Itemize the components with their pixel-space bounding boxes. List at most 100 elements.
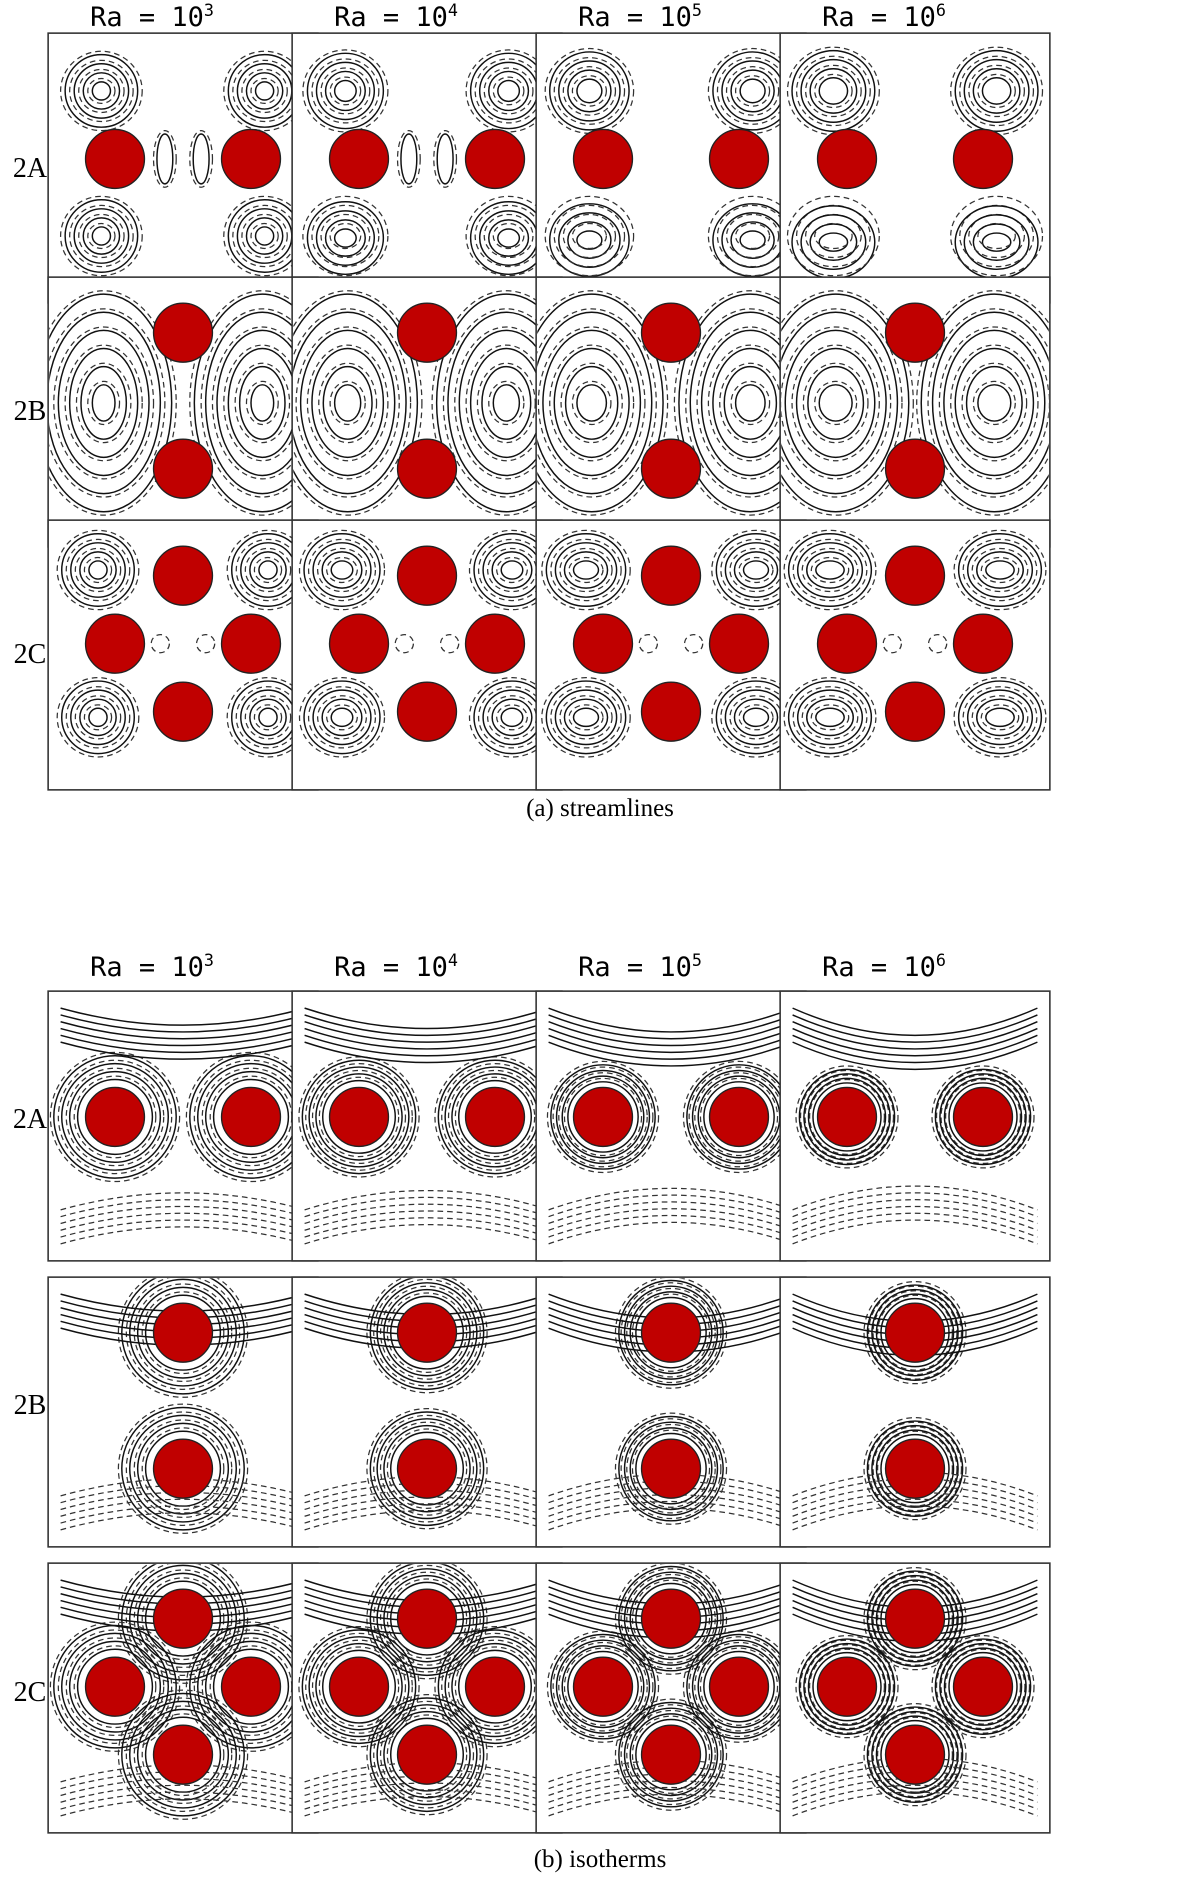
cylinder: [396, 438, 458, 499]
cylinder: [708, 1086, 770, 1148]
cylinder: [396, 1588, 458, 1649]
caption-streamlines: (a) streamlines: [526, 795, 674, 822]
contour-plot: [779, 1562, 1051, 1834]
cylinder: [572, 1656, 634, 1717]
panel-a-2C-ra1e6: [779, 519, 1051, 791]
cylinder: [84, 613, 146, 674]
cylinder: [884, 438, 946, 499]
caption-isotherms: (b) isotherms: [533, 1846, 667, 1873]
cylinder: [152, 1302, 214, 1363]
cylinder: [640, 1438, 702, 1499]
cylinder: [816, 1086, 878, 1148]
cylinder: [952, 128, 1014, 190]
panel-b-2C-ra1e4: [291, 1562, 563, 1834]
cylinder: [952, 613, 1014, 674]
contour-plot: [779, 990, 1051, 1262]
contour-plot: [535, 276, 807, 548]
cylinder: [152, 1588, 214, 1649]
contour-plot: [535, 1562, 807, 1834]
cylinder: [328, 613, 390, 674]
row-label-b-2A: 2A: [12, 1104, 48, 1135]
cylinder: [884, 1724, 946, 1785]
cylinder: [884, 1302, 946, 1363]
col-header-b-ra1e6: Ra = 106: [822, 950, 946, 983]
contour-plot: [291, 1276, 563, 1548]
cylinder: [640, 681, 702, 742]
cylinder: [328, 128, 390, 190]
row-label-b-2B: 2B: [13, 1390, 47, 1421]
panel-b-2A-ra1e4: [291, 990, 563, 1262]
row-label-b-2C: 2C: [13, 1677, 47, 1708]
panel-a-2B-ra1e5: [535, 276, 807, 548]
cylinder: [152, 1438, 214, 1499]
cylinder: [640, 1588, 702, 1649]
cylinder: [640, 302, 702, 363]
cylinder: [396, 1302, 458, 1363]
col-header-b-ra1e5: Ra = 105: [578, 950, 702, 983]
cylinder: [884, 681, 946, 742]
cylinder: [464, 128, 526, 190]
cylinder: [464, 1086, 526, 1148]
cylinder: [84, 1656, 146, 1717]
row-label-a-2C: 2C: [13, 639, 47, 670]
cylinder: [884, 1588, 946, 1649]
contour-plot: [291, 519, 563, 791]
cylinder: [952, 1656, 1014, 1717]
contour-plot: [47, 1276, 319, 1548]
contour-plot: [47, 32, 319, 304]
contour-plot: [47, 519, 319, 791]
contour-plot: [535, 1276, 807, 1548]
cylinder: [396, 1438, 458, 1499]
col-header-a-ra1e3: Ra = 103: [90, 0, 214, 33]
contour-plot: [47, 1562, 319, 1834]
cylinder: [572, 1086, 634, 1148]
cylinder: [640, 545, 702, 606]
cylinder: [708, 1656, 770, 1717]
cylinder: [884, 1438, 946, 1499]
contour-plot: [779, 519, 1051, 791]
col-header-b-ra1e3: Ra = 103: [90, 950, 214, 983]
panel-b-2C-ra1e5: [535, 1562, 807, 1834]
panel-a-2A-ra1e6: [779, 32, 1051, 304]
cylinder: [816, 613, 878, 674]
cylinder: [884, 545, 946, 606]
panel-a-2C-ra1e3: [47, 519, 319, 791]
col-header-a-ra1e5: Ra = 105: [578, 0, 702, 33]
cylinder: [220, 1656, 282, 1717]
panel-a-2A-ra1e5: [535, 32, 807, 304]
panel-b-2C-ra1e6: [779, 1562, 1051, 1834]
cylinder: [220, 128, 282, 190]
cylinder: [884, 302, 946, 363]
contour-plot: [779, 1276, 1051, 1548]
cylinder: [396, 302, 458, 363]
cylinder: [816, 128, 878, 190]
col-header-a-ra1e4: Ra = 104: [334, 0, 458, 33]
contour-plot: [535, 32, 807, 304]
cylinder: [152, 438, 214, 499]
cylinder: [708, 128, 770, 190]
contour-plot: [291, 32, 563, 304]
panel-a-2B-ra1e6: [779, 276, 1051, 548]
cylinder: [640, 1724, 702, 1785]
panel-b-2B-ra1e3: [47, 1276, 319, 1548]
contour-plot: [291, 1562, 563, 1834]
cylinder: [572, 128, 634, 190]
cylinder: [152, 1724, 214, 1785]
cylinder: [572, 613, 634, 674]
panel-b-2A-ra1e5: [535, 990, 807, 1262]
cylinder: [640, 438, 702, 499]
cylinder: [396, 1724, 458, 1785]
panel-a-2A-ra1e3: [47, 32, 319, 304]
panel-b-2C-ra1e3: [47, 1562, 319, 1834]
cylinder: [396, 545, 458, 606]
contour-plot: [291, 990, 563, 1262]
panel-a-2B-ra1e3: [47, 276, 319, 548]
cylinder: [84, 1086, 146, 1148]
row-label-a-2A: 2A: [12, 153, 48, 184]
cylinder: [816, 1656, 878, 1717]
col-header-a-ra1e6: Ra = 106: [822, 0, 946, 33]
col-header-b-ra1e4: Ra = 104: [334, 950, 458, 983]
cylinder: [952, 1086, 1014, 1148]
panel-b-2B-ra1e4: [291, 1276, 563, 1548]
panel-a-2A-ra1e4: [291, 32, 563, 304]
